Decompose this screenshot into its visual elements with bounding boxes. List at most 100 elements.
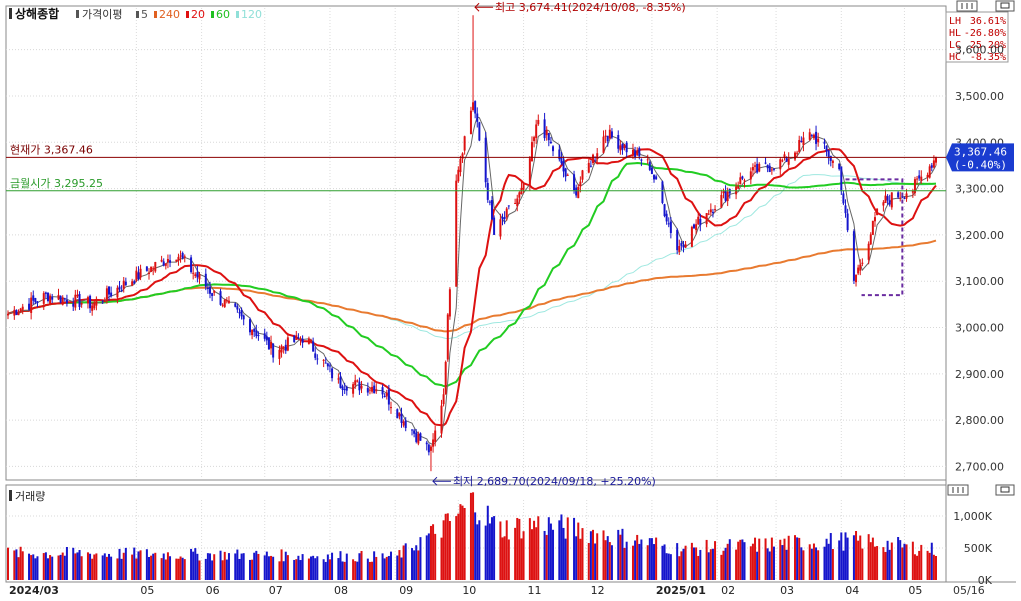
x-tick-label: 08 bbox=[334, 584, 348, 597]
volume-bar bbox=[764, 538, 767, 580]
volume-bar bbox=[103, 553, 106, 580]
candle-body bbox=[640, 159, 643, 161]
stats-label: LC bbox=[949, 40, 961, 51]
candle-body bbox=[472, 102, 475, 111]
candle-body bbox=[389, 407, 392, 409]
volume-bar bbox=[768, 551, 771, 580]
candle-body bbox=[242, 315, 245, 320]
volume-bar bbox=[520, 538, 523, 580]
candle-body bbox=[253, 328, 256, 332]
volume-restore-icon[interactable] bbox=[995, 484, 1015, 496]
candle-body bbox=[206, 287, 209, 289]
volume-bar bbox=[844, 532, 847, 580]
panel-restore-icon[interactable] bbox=[995, 0, 1015, 12]
volume-y-axis: 1,000K 500K 0K bbox=[953, 510, 992, 587]
volume-bar bbox=[89, 553, 92, 580]
volume-bar bbox=[709, 549, 712, 580]
volume-bar bbox=[808, 544, 811, 580]
volume-bar bbox=[871, 537, 874, 580]
candle-body bbox=[566, 174, 569, 176]
candle-body bbox=[543, 119, 546, 139]
candle-body bbox=[478, 122, 481, 141]
candle-body bbox=[345, 386, 348, 391]
dashed-selection-box[interactable] bbox=[845, 178, 904, 297]
candle-body bbox=[589, 165, 592, 167]
volume-bar bbox=[248, 559, 251, 580]
candle-body bbox=[867, 243, 870, 260]
volume-bar bbox=[282, 561, 285, 580]
candle-body bbox=[638, 147, 641, 157]
candle-body bbox=[204, 273, 207, 287]
candle-body bbox=[817, 138, 820, 143]
candle-body bbox=[684, 244, 687, 248]
candle-body bbox=[91, 305, 94, 311]
candle-body bbox=[169, 260, 172, 263]
candle-body bbox=[604, 135, 607, 137]
candle-body bbox=[930, 165, 933, 168]
volume-bar bbox=[211, 560, 214, 580]
candle-body bbox=[724, 190, 727, 201]
volume-bar bbox=[697, 555, 700, 580]
candle-body bbox=[255, 330, 258, 337]
volume-bar bbox=[474, 512, 477, 580]
volume-bar bbox=[124, 547, 127, 580]
candle-body bbox=[122, 280, 125, 289]
candle-body bbox=[95, 299, 98, 306]
volume-panel-title: 거래량 bbox=[15, 490, 45, 503]
candle-body bbox=[888, 200, 891, 205]
volume-bar bbox=[345, 553, 348, 580]
volume-bar bbox=[257, 553, 260, 580]
candle-body bbox=[469, 110, 472, 135]
candle-body bbox=[890, 192, 893, 208]
candle-body bbox=[413, 430, 416, 434]
volume-bar bbox=[779, 539, 782, 580]
candle-body bbox=[625, 142, 628, 153]
candle-body bbox=[783, 154, 786, 158]
candle-body bbox=[343, 389, 346, 391]
volume-bar bbox=[297, 555, 300, 580]
volume-bar bbox=[802, 550, 805, 580]
price-grid bbox=[6, 8, 946, 478]
low-annotation: 최저 2,689.70(2024/09/18, +25.20%) bbox=[432, 475, 656, 488]
candle-body bbox=[739, 177, 742, 185]
volume-bar bbox=[930, 542, 933, 580]
candle-body bbox=[707, 213, 710, 215]
volume-bar bbox=[537, 516, 540, 580]
volume-panel-controls[interactable] bbox=[947, 484, 1015, 496]
candle-body bbox=[301, 338, 304, 343]
candle-body bbox=[63, 298, 66, 300]
candle-body bbox=[368, 389, 371, 391]
volume-bar bbox=[242, 553, 245, 580]
volume-tick-label: 1,000K bbox=[953, 510, 992, 523]
x-tick-label: 10 bbox=[462, 584, 476, 597]
candle-body bbox=[265, 336, 268, 341]
price-panel-controls[interactable] bbox=[956, 0, 1015, 12]
chart-header: 상해종합 가격이평 5 240 20 60 120 bbox=[9, 6, 262, 21]
volume-bar bbox=[488, 523, 491, 580]
candle-body bbox=[490, 200, 493, 220]
volume-bar bbox=[133, 547, 136, 580]
candle-body bbox=[194, 274, 197, 277]
volume-bar bbox=[516, 517, 519, 580]
volume-bar bbox=[905, 544, 908, 580]
volume-bar bbox=[787, 535, 790, 580]
candle-body bbox=[400, 413, 403, 423]
volume-bar bbox=[278, 561, 281, 580]
volume-bar bbox=[711, 548, 714, 580]
candle-body bbox=[444, 361, 447, 395]
volume-bar bbox=[175, 558, 178, 580]
volume-bar bbox=[425, 535, 428, 580]
candle-body bbox=[137, 272, 140, 279]
price-panel-frame bbox=[5, 5, 947, 481]
candle-body bbox=[61, 297, 64, 305]
volume-bar bbox=[251, 559, 254, 580]
volume-bar bbox=[507, 539, 510, 580]
x-tick-label: 03 bbox=[780, 584, 794, 597]
volume-bar bbox=[737, 541, 740, 580]
volume-bar bbox=[882, 547, 885, 580]
volume-bar bbox=[728, 539, 731, 580]
candle-body bbox=[474, 101, 477, 114]
candle-body bbox=[669, 221, 672, 234]
candle-body bbox=[93, 302, 96, 309]
volume-bar bbox=[823, 546, 826, 580]
